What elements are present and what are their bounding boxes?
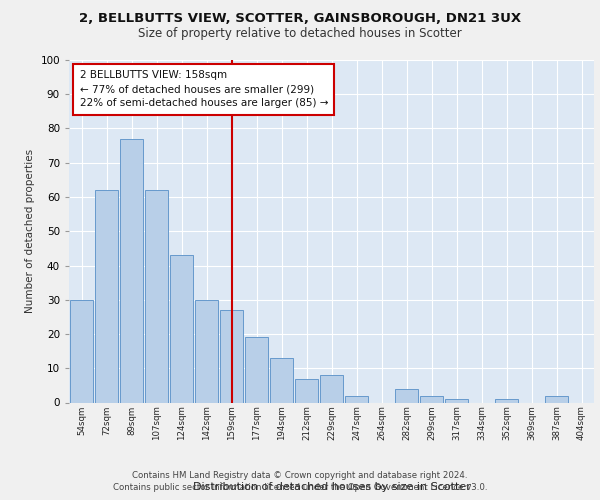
- Bar: [145, 190, 168, 402]
- X-axis label: Distribution of detached houses by size in Scotter: Distribution of detached houses by size …: [193, 482, 470, 492]
- Bar: [195, 300, 218, 403]
- Bar: [120, 139, 143, 402]
- Y-axis label: Number of detached properties: Number of detached properties: [25, 149, 35, 314]
- Bar: [345, 396, 368, 402]
- Text: 2 BELLBUTTS VIEW: 158sqm
← 77% of detached houses are smaller (299)
22% of semi-: 2 BELLBUTTS VIEW: 158sqm ← 77% of detach…: [79, 70, 328, 108]
- Bar: [220, 310, 243, 402]
- Bar: [245, 338, 268, 402]
- Text: Contains HM Land Registry data © Crown copyright and database right 2024.
Contai: Contains HM Land Registry data © Crown c…: [113, 471, 487, 492]
- Bar: [170, 255, 193, 402]
- Bar: [295, 378, 318, 402]
- Bar: [545, 396, 568, 402]
- Text: Size of property relative to detached houses in Scotter: Size of property relative to detached ho…: [138, 28, 462, 40]
- Bar: [270, 358, 293, 403]
- Bar: [445, 399, 468, 402]
- Text: 2, BELLBUTTS VIEW, SCOTTER, GAINSBOROUGH, DN21 3UX: 2, BELLBUTTS VIEW, SCOTTER, GAINSBOROUGH…: [79, 12, 521, 26]
- Bar: [395, 389, 418, 402]
- Bar: [320, 375, 343, 402]
- Bar: [420, 396, 443, 402]
- Bar: [495, 399, 518, 402]
- Bar: [95, 190, 118, 402]
- Bar: [70, 300, 93, 403]
